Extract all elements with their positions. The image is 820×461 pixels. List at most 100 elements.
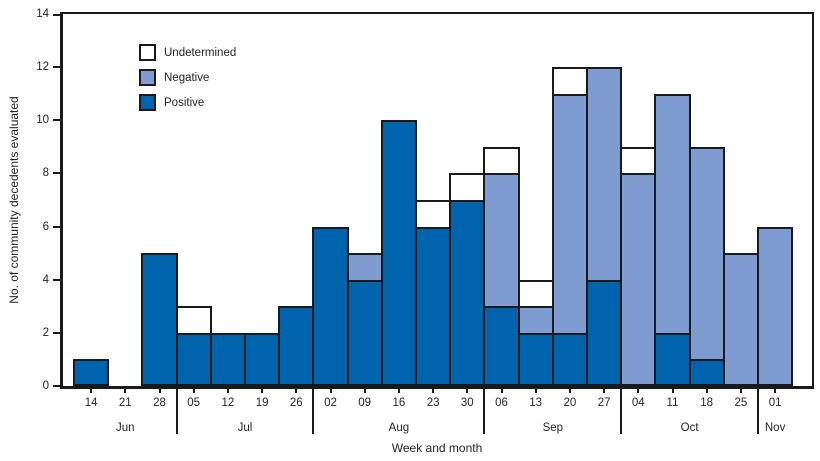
month-label-aug: Aug [388, 422, 410, 434]
month-label-jun: Jun [116, 422, 135, 434]
bar-segment-positive-jun-28 [141, 253, 178, 386]
month-separator-sep [620, 386, 623, 434]
y-tick-6 [53, 225, 60, 228]
bar-segment-negative-aug-09 [346, 253, 383, 282]
month-label-nov: Nov [764, 422, 786, 434]
week-label-aug-09: 09 [358, 397, 372, 409]
bar-segment-positive-jul-05 [175, 332, 212, 386]
x-tick-jun-14 [90, 386, 93, 393]
x-tick-nov-01 [774, 386, 777, 393]
week-label-oct-25: 25 [734, 397, 748, 409]
y-tick-label-4: 4 [42, 273, 49, 286]
bar-segment-undetermined-sep-20 [551, 67, 588, 96]
week-label-aug-02: 02 [324, 397, 337, 409]
x-tick-jul-12 [226, 386, 229, 393]
y-tick-0 [53, 385, 60, 387]
bar-segment-undetermined-oct-04 [620, 146, 657, 176]
plot-area: 0 2 4 6 8 10 12 14 14 21 28 Jun 05 12 19 26 Jul 02 09 16 23 3… [36, 8, 814, 434]
week-label-jun-21: 21 [118, 397, 132, 409]
week-label-aug-23: 23 [426, 397, 440, 409]
bar-segment-undetermined-aug-23 [415, 200, 452, 229]
y-tick-label-10: 10 [36, 114, 49, 127]
x-axis-title: Week and month [391, 441, 483, 455]
bar-segment-positive-jun-14 [73, 359, 110, 386]
legend-item-positive: Positive [139, 94, 236, 111]
month-label-jul: Jul [237, 422, 253, 434]
week-label-sep-06: 06 [495, 397, 508, 409]
month-label-sep: Sep [542, 422, 564, 434]
y-tick-label-2: 2 [42, 326, 49, 339]
y-tick-10 [53, 119, 60, 122]
bar-segment-positive-jul-12 [209, 332, 246, 386]
y-tick-label-0: 0 [42, 380, 49, 392]
month-separator-oct [757, 386, 759, 434]
bar-segment-undetermined-sep-06 [483, 146, 520, 176]
bar-segment-undetermined-jul-05 [175, 306, 212, 335]
legend-label-negative: Negative [164, 71, 210, 84]
y-tick-label-14: 14 [36, 8, 49, 20]
x-tick-aug-16 [397, 386, 400, 393]
week-label-nov-01: 01 [768, 397, 782, 409]
x-tick-jun-21 [124, 386, 127, 393]
x-tick-jul-26 [295, 386, 298, 393]
y-tick-label-8: 8 [42, 167, 49, 180]
bar-segment-positive-sep-06 [483, 306, 520, 386]
y-tick-12 [53, 66, 60, 69]
y-tick-2 [53, 331, 60, 334]
x-tick-jun-28 [158, 386, 161, 393]
x-tick-jul-05 [192, 386, 195, 393]
bar-segment-positive-aug-09 [346, 279, 383, 386]
y-tick-14 [53, 14, 60, 16]
y-tick-8 [53, 172, 60, 175]
week-label-aug-16: 16 [392, 397, 406, 409]
bar-segment-positive-sep-13 [517, 332, 554, 386]
legend-item-negative: Negative [139, 69, 236, 86]
bar-segment-positive-jul-26 [278, 306, 315, 386]
x-tick-sep-06 [500, 386, 503, 393]
x-tick-oct-04 [637, 386, 640, 393]
x-tick-oct-11 [671, 386, 674, 393]
week-label-jul-05: 05 [187, 397, 201, 409]
week-label-oct-11: 11 [666, 397, 679, 409]
undetermined-swatch-icon [139, 44, 156, 61]
bar-segment-negative-oct-04 [620, 173, 657, 386]
week-label-sep-27: 27 [597, 397, 611, 409]
x-tick-aug-30 [466, 386, 469, 393]
y-tick-label-12: 12 [36, 61, 49, 74]
month-separator-aug [483, 386, 486, 434]
week-label-jun-28: 28 [153, 397, 166, 409]
bar-segment-negative-sep-20 [551, 93, 588, 335]
week-label-jun-14: 14 [84, 397, 98, 409]
bar-segment-undetermined-aug-30 [449, 173, 486, 202]
bar-segment-negative-oct-18 [688, 146, 725, 362]
week-label-sep-20: 20 [563, 397, 577, 409]
x-tick-sep-27 [603, 386, 606, 393]
week-label-jul-19: 19 [255, 397, 269, 409]
bar-segment-negative-sep-27 [586, 67, 623, 282]
y-tick-4 [53, 278, 60, 281]
x-tick-oct-25 [739, 386, 742, 393]
x-tick-sep-20 [568, 386, 571, 393]
legend-label-undetermined: Undetermined [164, 46, 237, 59]
week-label-oct-18: 18 [700, 397, 714, 409]
week-label-aug-30: 30 [460, 397, 474, 409]
x-tick-sep-13 [534, 386, 537, 393]
x-tick-aug-02 [329, 386, 332, 393]
bar-segment-negative-oct-11 [654, 93, 691, 335]
bar-segment-positive-sep-20 [551, 332, 588, 386]
bar-segment-positive-oct-18 [688, 359, 725, 386]
week-label-sep-13: 13 [529, 397, 543, 409]
bar-segment-positive-sep-27 [586, 279, 623, 386]
x-tick-oct-18 [705, 386, 708, 393]
bar-segment-positive-jul-19 [244, 332, 281, 386]
bar-segment-undetermined-sep-13 [517, 279, 554, 309]
legend-label-positive: Positive [164, 96, 205, 109]
x-tick-jul-19 [261, 386, 264, 393]
bar-segment-negative-oct-25 [722, 253, 759, 386]
legend-item-undetermined: Undetermined [139, 44, 236, 61]
x-tick-aug-09 [363, 386, 366, 393]
legend: Undetermined Negative Positive [139, 44, 236, 119]
bar-segment-positive-aug-16 [380, 120, 417, 386]
y-tick-label-6: 6 [42, 220, 49, 233]
positive-swatch-icon [139, 94, 156, 111]
